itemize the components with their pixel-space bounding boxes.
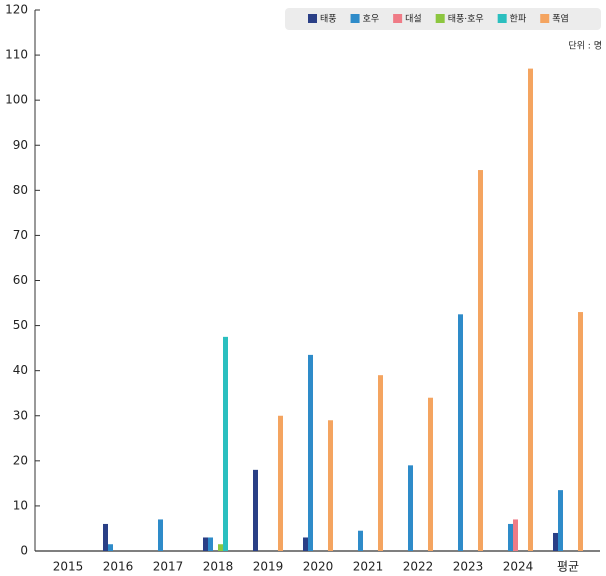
bar (553, 532, 558, 551)
bar (428, 397, 433, 551)
x-tick-label: 2017 (153, 560, 184, 574)
bar (408, 465, 413, 551)
legend-swatch (308, 14, 317, 23)
legend-swatch (497, 14, 507, 23)
y-tick-label: 50 (13, 318, 28, 332)
bar (253, 469, 258, 551)
bar (208, 537, 213, 551)
legend-label: 폭염 (552, 14, 569, 25)
y-tick-label: 60 (13, 273, 28, 287)
bar (308, 354, 313, 551)
y-tick-label: 70 (13, 228, 28, 242)
bar (508, 523, 513, 551)
y-tick-label: 80 (13, 183, 28, 197)
bar (558, 490, 563, 551)
y-tick-label: 0 (20, 544, 28, 558)
bar (328, 420, 333, 551)
unit-label: 단위 : 명 (568, 41, 602, 52)
x-tick-label: 2022 (403, 560, 434, 574)
bar (513, 519, 518, 551)
bar (218, 544, 223, 551)
x-tick-label: 2021 (353, 560, 384, 574)
x-tick-label: 평균 (557, 560, 579, 574)
x-tick-label: 2018 (203, 560, 234, 574)
legend-swatch (540, 14, 550, 23)
y-tick-label: 30 (13, 408, 28, 422)
legend-label: 한파 (510, 14, 527, 25)
bar (108, 544, 113, 551)
legend-swatch (435, 14, 445, 23)
legend-label: 대설 (405, 14, 422, 25)
bar (103, 523, 108, 551)
legend-label: 태풍 (320, 14, 337, 25)
bar (303, 537, 308, 551)
bar (158, 519, 163, 551)
bar (528, 68, 533, 551)
bar (203, 537, 208, 551)
legend-label: 호우 (363, 14, 380, 25)
x-tick-label: 2023 (453, 560, 484, 574)
y-tick-label: 120 (5, 3, 28, 17)
y-tick-label: 110 (5, 48, 28, 62)
bar (458, 314, 463, 551)
y-tick-label: 100 (5, 93, 28, 107)
bar (478, 170, 483, 551)
x-tick-label: 2020 (303, 560, 334, 574)
x-tick-label: 2024 (503, 560, 534, 574)
legend-swatch (393, 14, 403, 23)
x-tick-label: 2016 (103, 560, 134, 574)
y-tick-label: 10 (13, 498, 28, 512)
bar (278, 415, 283, 551)
bar (578, 312, 583, 551)
x-tick-label: 2015 (53, 560, 84, 574)
y-tick-label: 20 (13, 453, 28, 467)
y-tick-label: 40 (13, 363, 28, 377)
bar (378, 375, 383, 551)
x-tick-label: 2019 (253, 560, 284, 574)
bar (358, 530, 363, 551)
y-tick-label: 90 (13, 138, 28, 152)
legend-swatch (350, 14, 360, 23)
bar (223, 336, 228, 551)
legend-label: 태풍·호우 (448, 14, 484, 25)
